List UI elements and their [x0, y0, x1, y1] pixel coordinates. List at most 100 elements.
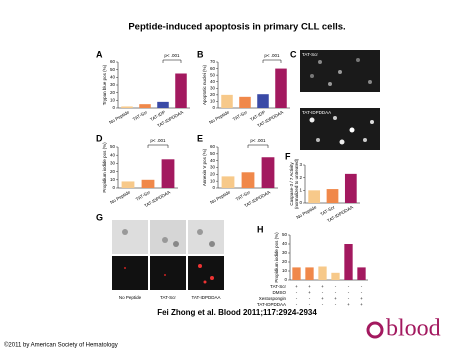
y-tick-label: 10	[110, 177, 116, 182]
y-tick-label: 0	[212, 185, 215, 190]
bar	[344, 173, 357, 203]
bar	[139, 104, 151, 108]
condition-label: Xestospongin	[259, 296, 287, 301]
bar	[239, 96, 251, 108]
bar	[275, 68, 287, 108]
y-tick-label: 70	[210, 59, 216, 64]
annotation: p< .001	[250, 138, 266, 143]
logo-mark	[366, 321, 384, 339]
y-tick-label: 60	[210, 144, 216, 149]
y-tick-label: 50	[110, 67, 116, 72]
y-axis-label: Annexin V pos (%)	[202, 148, 207, 186]
bar	[121, 181, 135, 188]
x-tick-label: No Peptide	[209, 189, 231, 205]
bar	[326, 189, 339, 203]
y-tick-label: 30	[210, 85, 216, 90]
bar	[331, 272, 340, 280]
copyright: ©2011 by American Society of Hematology	[4, 342, 118, 349]
y-tick-label: 40	[282, 241, 288, 246]
condition-mark: -	[309, 296, 311, 301]
condition-mark: -	[322, 290, 324, 295]
bar	[241, 172, 255, 188]
image-label: TAT-IDPDDAA	[302, 110, 331, 115]
bar	[305, 267, 314, 280]
condition-mark: -	[296, 302, 298, 307]
condition-mark: +	[321, 296, 324, 301]
condition-mark: +	[334, 296, 337, 301]
significance-bracket	[262, 59, 282, 63]
condition-label: TAT-IDPDDAA	[257, 302, 286, 307]
y-axis-label: Trypan blue pos (%)	[102, 64, 107, 105]
y-axis-label: Caspase-3 / 7 Activity	[289, 162, 294, 206]
condition-mark: +	[360, 302, 363, 307]
y-tick-label: 20	[110, 90, 116, 95]
y-axis-label: Propidium iodide pos (%)	[102, 142, 107, 193]
figure-title: Peptide-induced apoptosis in primary CLL…	[128, 22, 345, 33]
x-tick-label: TAT-Scr	[232, 109, 249, 121]
significance-bracket	[247, 144, 269, 148]
condition-mark: +	[308, 290, 311, 295]
condition-label: DMSO	[273, 290, 287, 295]
bar	[357, 267, 366, 280]
y-tick-label: 20	[210, 92, 216, 97]
y-tick-label: 20	[110, 169, 116, 174]
y-tick-label: 60	[210, 66, 216, 71]
image-label: No Peptide	[119, 295, 142, 300]
condition-mark: -	[309, 302, 311, 307]
y-tick-label: 3	[299, 162, 302, 167]
condition-mark: -	[361, 290, 363, 295]
image-label: TAT-IDPDDAA	[191, 295, 220, 300]
y-tick-label: 2	[299, 175, 302, 180]
y-tick-label: 10	[110, 98, 116, 103]
bar	[157, 101, 169, 108]
y-axis-label: Apoptotic nuclei (%)	[202, 64, 207, 105]
y-tick-label: 10	[282, 268, 288, 273]
y-tick-label: 20	[210, 172, 216, 177]
panel-letter: C	[290, 49, 297, 59]
annotation: p< .001	[164, 53, 180, 58]
y-tick-label: 30	[110, 161, 116, 166]
panel-letter: G	[96, 212, 103, 222]
y-tick-label: 0	[212, 105, 215, 110]
panel-letter: H	[257, 224, 264, 234]
condition-mark: -	[348, 284, 350, 289]
y-tick-label: 30	[282, 250, 288, 255]
panel-letter: B	[197, 49, 204, 59]
x-tick-label: No Peptide	[208, 109, 230, 125]
y-tick-label: 30	[110, 82, 116, 87]
significance-bracket	[147, 144, 169, 148]
condition-mark: -	[335, 290, 337, 295]
micrograph	[300, 50, 380, 150]
image-label: TAT-Scr	[160, 295, 176, 300]
y-tick-label: 60	[110, 59, 116, 64]
y-tick-label: 1	[299, 188, 302, 193]
image-label: TAT-Scr	[302, 52, 318, 57]
condition-mark: -	[335, 302, 337, 307]
logo: blood	[386, 316, 441, 342]
y-tick-label: 50	[282, 232, 288, 237]
y-tick-label: 10	[210, 99, 216, 104]
micrograph	[112, 220, 224, 290]
y-tick-label: 0	[299, 200, 302, 205]
condition-mark: -	[296, 290, 298, 295]
condition-mark: -	[348, 296, 350, 301]
condition-mark: +	[321, 284, 324, 289]
y-tick-label: 0	[112, 185, 115, 190]
y-tick-label: 40	[210, 158, 216, 163]
panel-letter: D	[96, 133, 103, 143]
y-tick-label: 50	[210, 72, 216, 77]
y-tick-label: 40	[110, 75, 116, 80]
condition-mark: +	[295, 284, 298, 289]
y-tick-label: 20	[282, 259, 288, 264]
bar	[175, 73, 187, 108]
x-tick-label: TAT-Scr	[132, 109, 149, 121]
y-tick-label: 0	[284, 277, 287, 282]
condition-mark: +	[347, 302, 350, 307]
y-tick-label: 40	[110, 152, 116, 157]
condition-mark: -	[348, 290, 350, 295]
condition-mark: -	[335, 284, 337, 289]
bar	[308, 190, 321, 203]
bar	[121, 106, 133, 108]
condition-label: TAT-Scr	[270, 284, 286, 289]
x-tick-label: No Peptide	[109, 189, 131, 205]
